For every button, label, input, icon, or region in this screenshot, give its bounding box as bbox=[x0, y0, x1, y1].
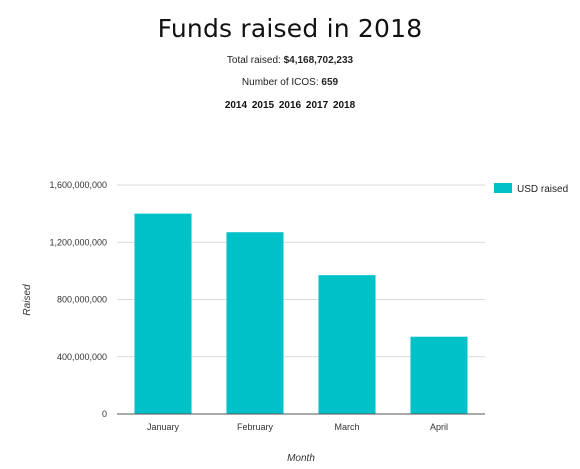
bars bbox=[134, 213, 468, 414]
year-link-2015[interactable]: 2015 bbox=[251, 100, 275, 111]
total-raised-label: Total raised: bbox=[226, 55, 281, 66]
icos-count-line: Number of ICOS: 659 bbox=[0, 77, 580, 88]
x-tick-label: April bbox=[430, 422, 448, 432]
y-tick-label: 1,600,000,000 bbox=[49, 180, 107, 190]
total-raised-line: Total raised: $4,168,702,233 bbox=[0, 55, 580, 66]
bar-february[interactable] bbox=[226, 232, 284, 414]
year-link-2018[interactable]: 2018 bbox=[332, 100, 356, 111]
x-tick-label: February bbox=[237, 422, 274, 432]
bar-january[interactable] bbox=[134, 213, 192, 414]
year-selector: 2014 2015 2016 2017 2018 bbox=[0, 100, 580, 111]
y-tick-labels: 0 400,000,000 800,000,000 1,200,000,000 1,60… bbox=[49, 180, 107, 419]
y-tick-label: 400,000,000 bbox=[57, 352, 107, 362]
icos-count-label: Number of ICOS: bbox=[241, 77, 319, 88]
x-tick-label: March bbox=[334, 422, 359, 432]
legend: USD raised bbox=[494, 183, 568, 195]
bar-march[interactable] bbox=[318, 275, 376, 414]
legend-swatch bbox=[494, 183, 512, 193]
page-title: Funds raised in 2018 bbox=[157, 14, 423, 43]
bar-april[interactable] bbox=[410, 336, 468, 414]
y-tick-label: 0 bbox=[102, 409, 107, 419]
year-link-2017[interactable]: 2017 bbox=[305, 100, 329, 111]
x-tick-labels: January February March April bbox=[147, 422, 448, 432]
y-tick-label: 800,000,000 bbox=[57, 295, 107, 305]
year-link-2014[interactable]: 2014 bbox=[224, 100, 248, 111]
total-raised-value: $4,168,702,233 bbox=[283, 55, 354, 66]
y-axis-title: Raised bbox=[22, 284, 33, 316]
year-link-2016[interactable]: 2016 bbox=[278, 100, 302, 111]
icos-count-value: 659 bbox=[321, 77, 339, 88]
legend-label: USD raised bbox=[517, 184, 568, 195]
x-axis-title: Month bbox=[287, 453, 315, 464]
y-tick-label: 1,200,000,000 bbox=[49, 237, 107, 247]
x-tick-label: January bbox=[147, 422, 180, 432]
